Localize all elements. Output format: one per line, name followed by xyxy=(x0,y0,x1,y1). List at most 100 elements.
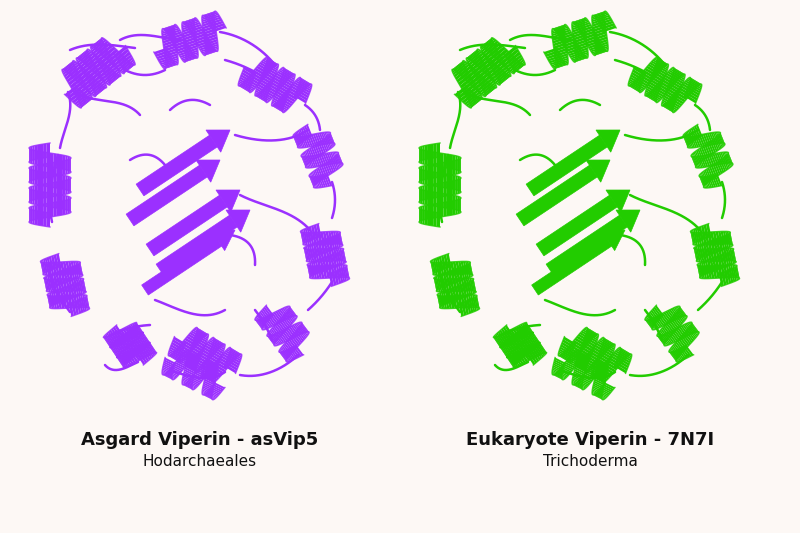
Polygon shape xyxy=(183,58,197,62)
Polygon shape xyxy=(190,346,202,355)
Polygon shape xyxy=(111,334,120,345)
Polygon shape xyxy=(575,366,587,373)
Polygon shape xyxy=(545,51,558,57)
Polygon shape xyxy=(685,137,690,148)
Polygon shape xyxy=(339,233,342,246)
Polygon shape xyxy=(430,144,433,159)
Polygon shape xyxy=(538,343,546,353)
Polygon shape xyxy=(452,61,463,70)
Polygon shape xyxy=(646,95,658,102)
Polygon shape xyxy=(422,170,425,184)
Polygon shape xyxy=(690,78,702,85)
Polygon shape xyxy=(677,311,685,322)
Polygon shape xyxy=(306,249,309,262)
Polygon shape xyxy=(342,268,346,281)
Polygon shape xyxy=(194,328,206,336)
Polygon shape xyxy=(306,249,310,262)
Polygon shape xyxy=(576,365,588,373)
Polygon shape xyxy=(62,295,67,308)
Polygon shape xyxy=(595,361,606,366)
Polygon shape xyxy=(126,165,207,226)
Polygon shape xyxy=(501,328,510,340)
Polygon shape xyxy=(128,325,137,336)
Polygon shape xyxy=(262,59,274,67)
Polygon shape xyxy=(63,64,75,75)
Polygon shape xyxy=(580,346,593,355)
Polygon shape xyxy=(157,53,170,59)
Polygon shape xyxy=(298,136,303,148)
Polygon shape xyxy=(86,296,90,309)
Polygon shape xyxy=(442,296,447,309)
Polygon shape xyxy=(462,284,467,297)
Polygon shape xyxy=(702,177,707,188)
Polygon shape xyxy=(696,124,702,137)
Polygon shape xyxy=(694,126,701,138)
Polygon shape xyxy=(437,192,440,207)
Polygon shape xyxy=(317,133,323,144)
Polygon shape xyxy=(86,295,90,309)
Polygon shape xyxy=(619,353,631,361)
Polygon shape xyxy=(55,272,60,286)
Polygon shape xyxy=(618,348,630,355)
Polygon shape xyxy=(573,18,586,22)
Polygon shape xyxy=(661,328,669,340)
Polygon shape xyxy=(203,395,213,400)
Polygon shape xyxy=(434,279,438,292)
Polygon shape xyxy=(578,353,590,362)
Polygon shape xyxy=(185,365,196,372)
Polygon shape xyxy=(536,195,618,256)
Polygon shape xyxy=(554,48,567,55)
Polygon shape xyxy=(662,106,674,112)
Polygon shape xyxy=(722,152,728,164)
Polygon shape xyxy=(490,57,503,69)
Polygon shape xyxy=(669,309,678,320)
Polygon shape xyxy=(678,338,686,349)
Polygon shape xyxy=(427,165,430,179)
Polygon shape xyxy=(42,262,45,275)
Polygon shape xyxy=(590,365,601,371)
Polygon shape xyxy=(206,49,218,54)
Polygon shape xyxy=(40,164,43,179)
Polygon shape xyxy=(63,195,66,209)
Polygon shape xyxy=(62,61,74,70)
Polygon shape xyxy=(437,152,440,167)
Polygon shape xyxy=(136,348,145,359)
Polygon shape xyxy=(166,28,179,34)
Polygon shape xyxy=(571,353,582,360)
Polygon shape xyxy=(443,154,447,168)
Polygon shape xyxy=(37,205,40,219)
Polygon shape xyxy=(593,395,603,400)
Polygon shape xyxy=(187,350,198,355)
Polygon shape xyxy=(464,94,477,105)
Polygon shape xyxy=(691,156,695,167)
Polygon shape xyxy=(453,195,455,209)
Polygon shape xyxy=(188,351,201,360)
Polygon shape xyxy=(656,58,667,64)
Polygon shape xyxy=(57,262,62,275)
Polygon shape xyxy=(433,192,437,206)
Polygon shape xyxy=(267,59,278,67)
Polygon shape xyxy=(205,361,216,366)
Polygon shape xyxy=(464,69,478,80)
Polygon shape xyxy=(614,364,626,373)
Polygon shape xyxy=(238,85,250,92)
Polygon shape xyxy=(191,343,204,352)
Polygon shape xyxy=(52,279,57,292)
Polygon shape xyxy=(494,335,502,346)
Polygon shape xyxy=(722,272,726,286)
Polygon shape xyxy=(471,278,474,291)
Polygon shape xyxy=(576,382,587,387)
Polygon shape xyxy=(688,85,700,93)
Polygon shape xyxy=(672,68,684,75)
Polygon shape xyxy=(576,21,589,26)
Polygon shape xyxy=(697,265,700,278)
Polygon shape xyxy=(293,135,298,147)
Polygon shape xyxy=(474,295,478,308)
Polygon shape xyxy=(305,151,310,163)
Polygon shape xyxy=(695,249,699,262)
Polygon shape xyxy=(591,48,605,54)
Polygon shape xyxy=(582,375,593,382)
Polygon shape xyxy=(701,244,706,257)
Polygon shape xyxy=(730,232,733,245)
Polygon shape xyxy=(185,363,196,371)
